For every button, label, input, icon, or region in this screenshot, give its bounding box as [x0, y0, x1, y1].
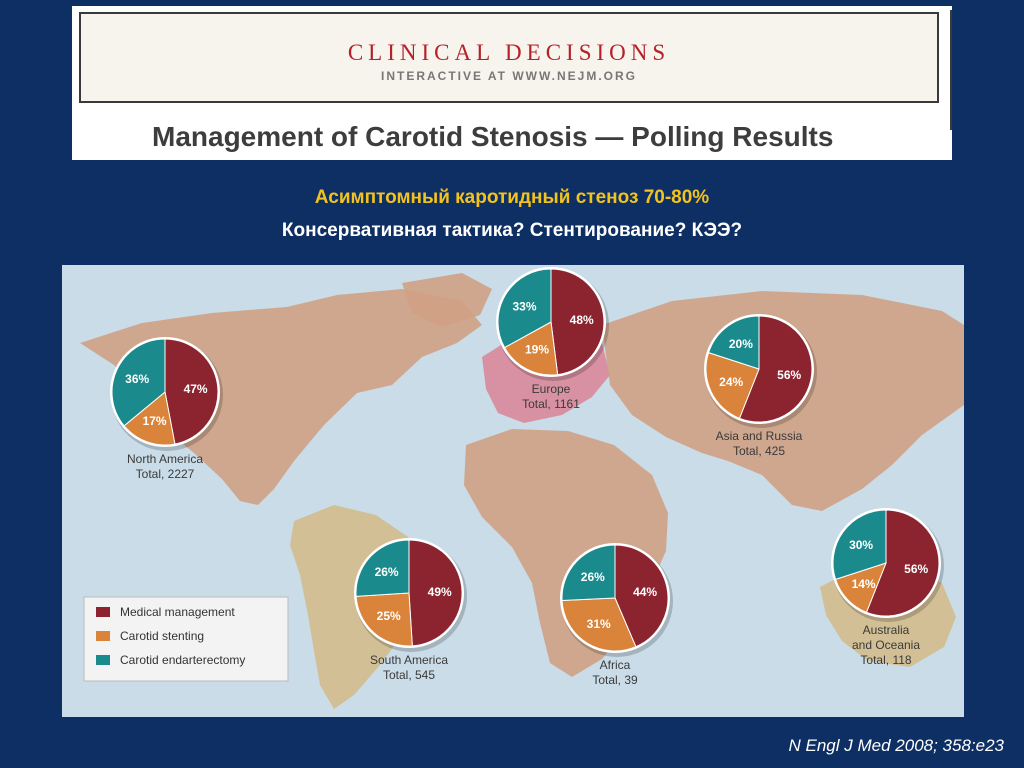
region-total: Total, 545	[383, 668, 435, 682]
pie-slice-stenting	[503, 321, 559, 376]
pie-slice-medical	[865, 509, 940, 617]
legend-box	[83, 596, 289, 682]
region-name: Asia and Russia	[716, 429, 803, 443]
pie-label-endarterectomy: 20%	[729, 337, 753, 351]
region-total: Total, 425	[733, 444, 785, 458]
world-map-chart: 47% 17% 36% North America Total, 2227 48% 19% 3…	[62, 265, 964, 717]
pie-slice-endarterectomy	[111, 338, 166, 427]
pie-label-medical: 44%	[633, 585, 657, 599]
pie-label-stenting: 17%	[143, 414, 167, 428]
region-name: Europe	[532, 382, 571, 396]
pie-slice-medical	[550, 268, 605, 376]
slide-heading: Асимптомный каротидный стеноз 70-80%	[314, 187, 710, 208]
legend-swatch-endarterectomy	[96, 655, 110, 665]
pie-label-stenting: 19%	[525, 342, 549, 356]
pie-slice-stenting	[123, 391, 176, 446]
legend-swatch-medical	[96, 607, 110, 617]
pie-slice-medical	[738, 315, 813, 423]
legend-label-endarterectomy: Carotid endarterectomy	[120, 653, 245, 667]
journal-website: INTERACTIVE AT WWW.NEJM.ORG	[381, 69, 637, 83]
pie-slice-stenting	[561, 597, 637, 652]
legend-swatch-stenting	[96, 631, 110, 641]
legend-label-stenting: Carotid stenting	[120, 629, 204, 643]
pie-slice-endarterectomy	[832, 509, 887, 581]
pie-slice-endarterectomy	[355, 539, 410, 597]
slide-question: Консервативная тактика? Стентирование? К…	[281, 220, 743, 241]
journal-brand: CLINICAL DECISIONS	[347, 40, 671, 65]
pie-slice-stenting	[355, 592, 413, 647]
pie-slice-medical	[614, 544, 669, 648]
region-name: Australia	[863, 623, 910, 637]
pie-label-endarterectomy: 33%	[512, 299, 536, 313]
pie-label-medical: 49%	[428, 585, 452, 599]
pie-label-endarterectomy: 26%	[375, 565, 399, 579]
pie-label-medical: 47%	[184, 382, 208, 396]
greenland-land	[402, 273, 492, 327]
pie-label-stenting: 25%	[377, 609, 401, 623]
legend: Medical management Carotid stenting Caroti…	[83, 596, 289, 682]
header-panel: CLINICAL DECISIONS INTERACTIVE AT WWW.NE…	[72, 6, 952, 160]
region-name: North America	[127, 452, 203, 466]
pie-label-medical: 48%	[570, 313, 594, 327]
region-total: Total, 118	[860, 653, 911, 667]
pie-label-medical: 56%	[904, 562, 928, 576]
header-divider	[950, 10, 952, 130]
pie-slice-stenting	[705, 351, 760, 419]
journal-banner: CLINICAL DECISIONS INTERACTIVE AT WWW.NE…	[79, 12, 939, 103]
pie-slice-medical	[164, 338, 219, 445]
region-total: Total, 1161	[522, 397, 580, 411]
figure-title: Management of Carotid Stenosis — Polling…	[152, 121, 834, 152]
pie-label-stenting: 31%	[587, 617, 611, 631]
pie-label-stenting: 24%	[719, 375, 743, 389]
pie-slice-endarterectomy	[707, 315, 760, 370]
pie-slice-endarterectomy	[561, 544, 616, 601]
pie-label-medical: 56%	[777, 368, 801, 382]
region-name: and Oceania	[852, 638, 920, 652]
region-name: Africa	[600, 658, 631, 672]
legend-label-medical: Medical management	[120, 605, 235, 619]
pie-label-endarterectomy: 26%	[581, 570, 605, 584]
pie-label-stenting: 14%	[852, 577, 876, 591]
citation: N Engl J Med 2008; 358:e23	[788, 736, 1004, 755]
region-name: South America	[370, 653, 448, 667]
pie-label-endarterectomy: 36%	[125, 372, 149, 386]
pie-slice-medical	[408, 539, 463, 647]
pie-slice-endarterectomy	[497, 268, 552, 349]
region-total: Total, 39	[592, 673, 638, 687]
pie-label-endarterectomy: 30%	[849, 538, 873, 552]
region-total: Total, 2227	[136, 467, 195, 481]
